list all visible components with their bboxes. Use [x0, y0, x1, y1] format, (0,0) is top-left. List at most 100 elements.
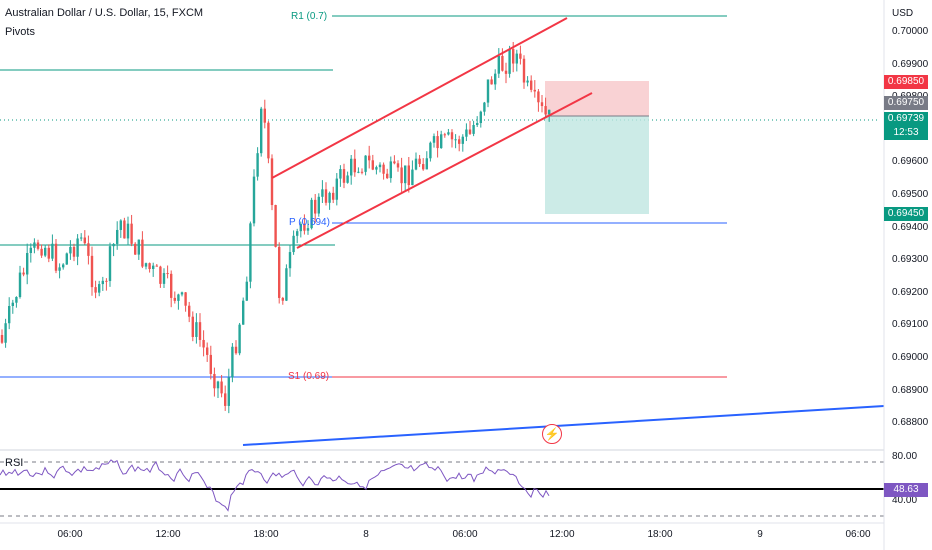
- price-tick: 0.69600: [892, 156, 929, 168]
- currency-label: USD: [892, 8, 914, 19]
- lightning-icon[interactable]: ⚡: [542, 424, 562, 444]
- candle-body: [177, 294, 180, 301]
- pivot-s1-label: S1 (0.69): [288, 371, 330, 382]
- candle-body: [303, 223, 306, 231]
- candle-body: [263, 108, 266, 123]
- candle-body: [101, 280, 104, 285]
- candle-body: [22, 272, 25, 275]
- candle-body: [202, 339, 205, 348]
- last-price-tag: 0.69739: [884, 112, 928, 126]
- candle-body: [54, 243, 58, 271]
- candle-body: [26, 253, 29, 275]
- candle-body: [76, 238, 79, 257]
- candle-body: [335, 178, 338, 200]
- price-tick: 0.69500: [892, 189, 929, 200]
- candle-body: [357, 171, 360, 173]
- channel-upper-line: [271, 17, 568, 179]
- candle-body: [296, 231, 299, 236]
- candle-body: [227, 377, 230, 406]
- candle-body: [148, 263, 151, 270]
- candle-body: [162, 273, 166, 284]
- candle-body: [310, 199, 313, 229]
- candle-body: [69, 246, 72, 254]
- time-tick: 06:00: [57, 529, 83, 540]
- stop-price-tag: 0.69850: [884, 75, 928, 89]
- candle-body: [339, 169, 342, 179]
- target-price-tag: 0.69450: [884, 207, 928, 221]
- time-tick: 06:00: [452, 529, 478, 540]
- time-tick: 12:00: [549, 529, 575, 540]
- bar-countdown: 12:53: [884, 126, 928, 140]
- candle-body: [389, 161, 392, 179]
- candle-body: [371, 160, 374, 170]
- candle-body: [375, 167, 378, 170]
- candle-body: [62, 264, 65, 268]
- time-tick: 18:00: [253, 529, 279, 540]
- candle-body: [72, 246, 76, 257]
- candle-body: [537, 91, 540, 103]
- candle-body: [18, 272, 22, 298]
- indicator-label[interactable]: Pivots: [5, 26, 35, 38]
- candle-body: [440, 134, 443, 149]
- rsi-label[interactable]: RSI: [5, 457, 24, 469]
- candle-body: [396, 163, 400, 168]
- candle-body: [490, 79, 493, 85]
- candle-body: [209, 354, 212, 374]
- time-tick: 9: [757, 529, 763, 540]
- candle-body: [260, 108, 263, 154]
- candle-body: [83, 237, 86, 244]
- candle-body: [342, 169, 346, 183]
- candle-body: [198, 322, 202, 340]
- candle-body: [188, 305, 191, 317]
- stop-loss-zone: [545, 81, 649, 116]
- candle-body: [144, 263, 148, 267]
- rsi-lower-label: 40.00: [892, 495, 918, 506]
- candle-body: [522, 58, 526, 83]
- candle-body: [530, 80, 533, 90]
- candle-body: [422, 164, 425, 170]
- candle-body: [238, 324, 241, 354]
- candle-body: [494, 73, 497, 85]
- symbol-title[interactable]: Australian Dollar / U.S. Dollar, 15, FXC…: [5, 7, 204, 19]
- candle-body: [479, 111, 482, 124]
- candle-body: [116, 229, 119, 244]
- candle-body: [465, 129, 468, 137]
- candle-body: [378, 164, 382, 168]
- candle-body: [249, 223, 252, 282]
- candle-body: [134, 243, 137, 255]
- candle-body: [141, 239, 144, 267]
- candle-body: [242, 300, 245, 325]
- candle-body: [458, 139, 461, 144]
- candle-body: [393, 161, 396, 164]
- candle-body: [285, 268, 288, 301]
- candle-body: [425, 158, 428, 170]
- candle-body: [119, 220, 122, 230]
- price-tick: 0.69000: [892, 352, 929, 363]
- price-tick: 0.69300: [892, 254, 929, 266]
- candle-body: [519, 53, 522, 59]
- candle-body: [159, 266, 162, 284]
- candle-body: [526, 80, 529, 83]
- candle-body: [184, 292, 187, 306]
- candle-body: [548, 109, 551, 115]
- candle-body: [224, 393, 227, 406]
- candle-body: [400, 167, 403, 184]
- candle-body: [58, 267, 61, 271]
- rsi-line: [0, 459, 550, 512]
- candle-body: [155, 265, 158, 267]
- candle-body: [497, 55, 500, 74]
- candle-body: [47, 247, 50, 259]
- candle-body: [411, 169, 414, 186]
- candle-body: [350, 158, 353, 176]
- candle-body: [368, 155, 371, 161]
- candle-body: [245, 281, 248, 301]
- price-tick: 0.69400: [892, 221, 929, 233]
- time-tick: 12:00: [155, 529, 181, 540]
- candle-body: [515, 53, 518, 64]
- candle-body: [483, 102, 486, 112]
- candle-body: [231, 346, 234, 378]
- candle-body: [112, 243, 115, 247]
- candle-body: [40, 248, 43, 256]
- candle-body: [321, 189, 324, 197]
